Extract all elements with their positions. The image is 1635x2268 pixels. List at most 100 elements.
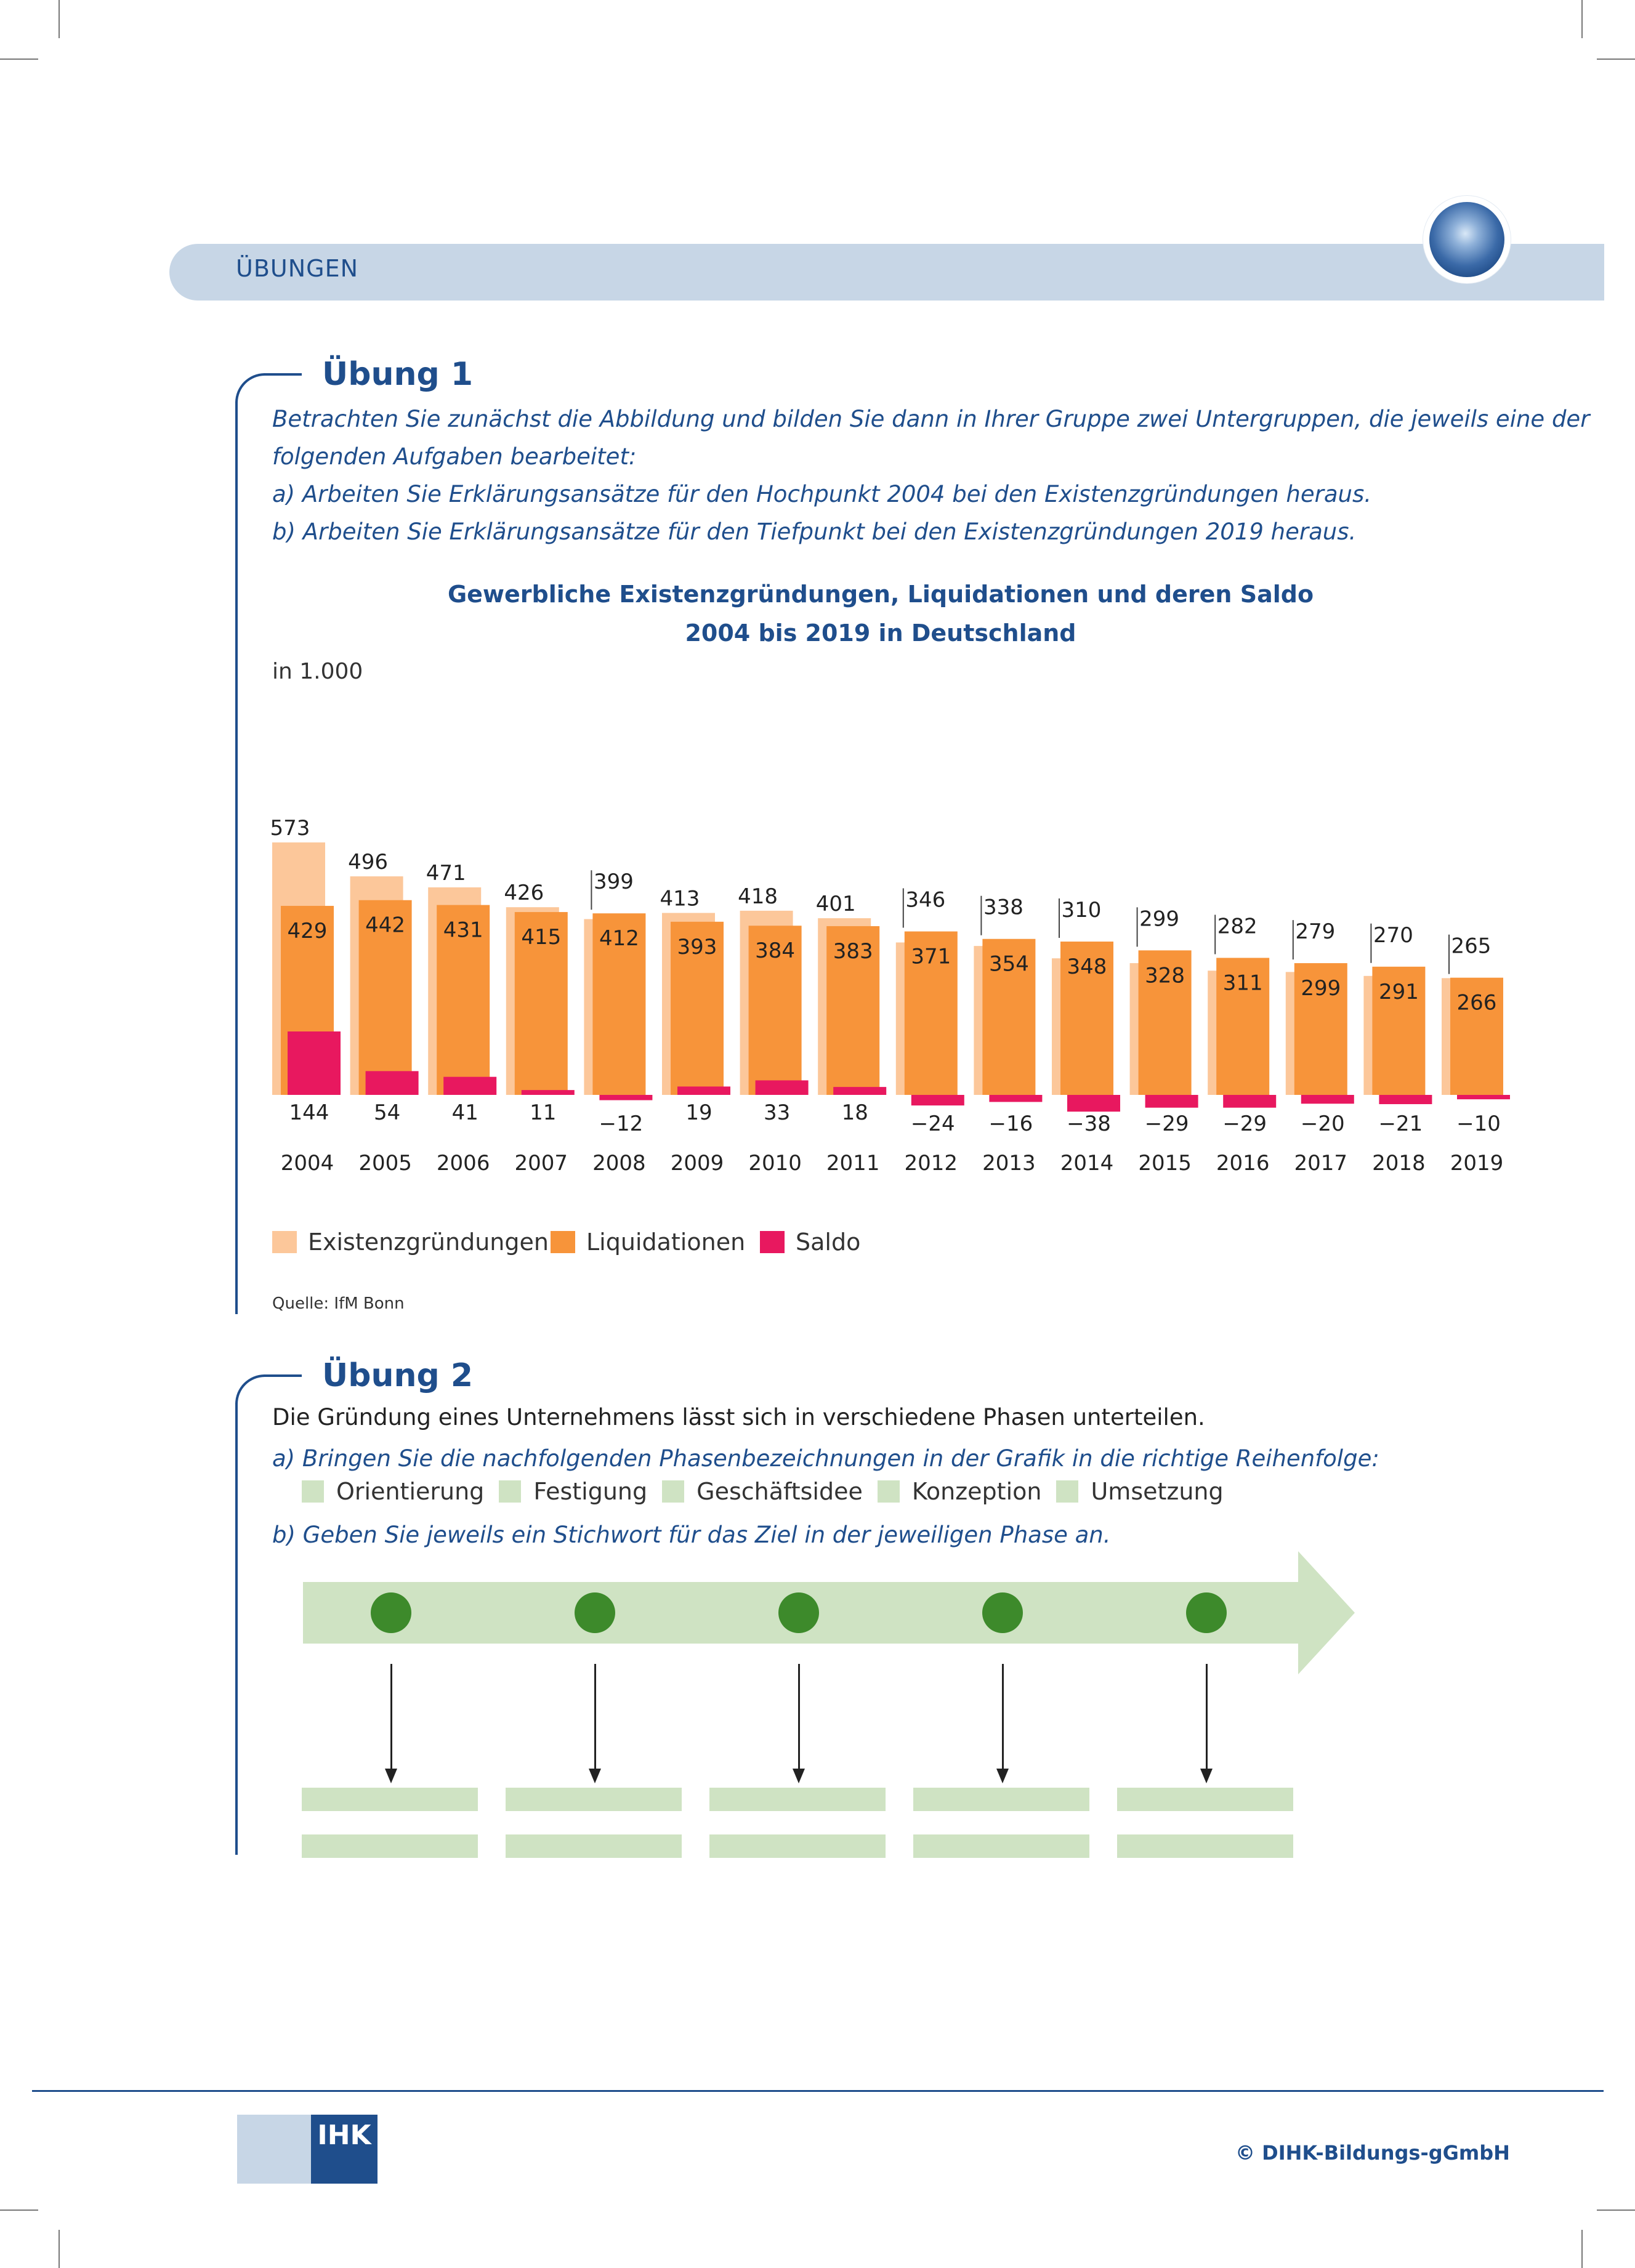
label-year: 2008 [592, 1151, 646, 1176]
bar-saldo [989, 1095, 1043, 1102]
exercise2-intro: Die Gründung eines Unternehmens lässt si… [272, 1404, 1205, 1431]
label-existenzgruendungen: 338 [983, 895, 1023, 920]
phase-label: Konzeption [911, 1478, 1042, 1505]
bar-saldo [599, 1095, 653, 1100]
label-saldo: −24 [911, 1112, 955, 1136]
answer-field-goal[interactable] [1117, 1834, 1293, 1858]
label-year: 2014 [1060, 1151, 1114, 1176]
phase-connector [1206, 1664, 1208, 1770]
phase-connector [1002, 1664, 1004, 1770]
bar-saldo [1145, 1095, 1198, 1108]
label-year: 2011 [826, 1151, 880, 1176]
phase-label: Geschäftsidee [696, 1478, 863, 1505]
bar-saldo [1301, 1095, 1354, 1104]
chart-unit-label: in 1.000 [272, 659, 363, 684]
arrow-down-icon [385, 1769, 397, 1783]
label-liquidationen: 348 [1067, 954, 1107, 979]
label-liquidationen: 291 [1379, 980, 1419, 1004]
crop-mark [1597, 2209, 1635, 2211]
phase-dot [575, 1592, 615, 1633]
exercise2-bracket [235, 1374, 265, 1404]
label-saldo: −21 [1379, 1112, 1423, 1136]
label-liquidationen: 412 [599, 926, 639, 951]
label-year: 2019 [1450, 1151, 1504, 1176]
label-saldo: −38 [1067, 1112, 1111, 1136]
answer-field-phase[interactable] [709, 1788, 886, 1811]
crop-mark [1581, 2230, 1583, 2268]
answer-field-phase[interactable] [1117, 1788, 1293, 1811]
bar-liquidationen [1216, 958, 1270, 1095]
label-year: 2012 [905, 1151, 958, 1176]
bar-liquidationen [671, 921, 724, 1095]
phase-arrow-head [1298, 1551, 1355, 1674]
label-year: 2009 [671, 1151, 724, 1176]
answer-field-goal[interactable] [913, 1834, 1089, 1858]
arrow-down-icon [1200, 1769, 1213, 1783]
bar-saldo [1457, 1095, 1510, 1100]
legend-swatch [272, 1231, 297, 1253]
phase-label: Orientierung [336, 1478, 485, 1505]
legend-label: Liquidationen [586, 1229, 746, 1256]
phase-connector [798, 1664, 800, 1770]
answer-field-goal[interactable] [709, 1834, 886, 1858]
label-liquidationen: 328 [1145, 963, 1185, 988]
label-liquidationen: 384 [755, 938, 795, 963]
bar-saldo [365, 1071, 419, 1095]
bar-liquidationen [592, 913, 646, 1095]
answer-field-goal[interactable] [506, 1834, 682, 1858]
label-saldo: 54 [374, 1100, 400, 1125]
label-liquidationen: 311 [1223, 971, 1263, 995]
arrow-down-icon [793, 1769, 805, 1783]
crop-mark [1597, 59, 1635, 60]
label-saldo: 144 [289, 1100, 329, 1125]
crop-mark [59, 2230, 60, 2268]
bar-saldo [1223, 1095, 1277, 1108]
arrow-down-icon [589, 1769, 601, 1783]
phase-swatch [499, 1480, 522, 1503]
label-year: 2013 [982, 1151, 1036, 1176]
crop-mark [59, 0, 60, 38]
label-saldo: 11 [530, 1100, 556, 1125]
label-year: 2006 [437, 1151, 490, 1176]
phase-swatch [1056, 1480, 1079, 1503]
instruction-line: Betrachten Sie zunächst die Abbildung un… [272, 406, 1590, 432]
bar-liquidationen [982, 938, 1036, 1095]
label-liquidationen: 371 [911, 945, 951, 969]
chart-title-line: Gewerbliche Existenzgründungen, Liquidat… [447, 581, 1314, 608]
bar-liquidationen [358, 900, 412, 1095]
bar-liquidationen [748, 926, 802, 1095]
copyright: © DIHK-Bildungs-gGmbH [1235, 2141, 1510, 2165]
label-saldo: 18 [842, 1100, 868, 1125]
exercise1-instructions: Betrachten Sie zunächst die Abbildung un… [272, 400, 1590, 551]
legend-item-existenzgruendungen: Existenzgründungen [272, 1229, 549, 1256]
instruction-line: b) Arbeiten Sie Erklärungsansätze für de… [272, 519, 1357, 545]
label-existenzgruendungen: 573 [270, 816, 310, 841]
bar-saldo [1379, 1095, 1432, 1105]
label-existenzgruendungen: 401 [816, 892, 856, 916]
phase-item: Festigung [499, 1478, 647, 1505]
logo-backdrop [237, 2115, 311, 2184]
label-saldo: 41 [452, 1100, 478, 1125]
label-saldo: −20 [1301, 1112, 1345, 1136]
label-year: 2017 [1294, 1151, 1348, 1176]
answer-field-phase[interactable] [506, 1788, 682, 1811]
answer-field-phase[interactable] [302, 1788, 478, 1811]
label-liquidationen: 383 [833, 939, 873, 964]
label-existenzgruendungen: 496 [348, 850, 388, 874]
arrow-down-icon [996, 1769, 1009, 1783]
phase-connector [594, 1664, 596, 1770]
phase-dot [778, 1592, 819, 1633]
label-liquidationen: 393 [677, 935, 717, 959]
answer-field-phase[interactable] [913, 1788, 1089, 1811]
label-year: 2004 [281, 1151, 334, 1176]
crop-mark [0, 2209, 38, 2211]
bar-liquidationen [1138, 950, 1192, 1095]
answer-field-goal[interactable] [302, 1834, 478, 1858]
phase-connector [390, 1664, 392, 1770]
phase-dot [982, 1592, 1023, 1633]
label-saldo: −12 [599, 1112, 644, 1136]
label-existenzgruendungen: 471 [426, 861, 466, 886]
label-year: 2010 [748, 1151, 802, 1176]
label-liquidationen: 431 [443, 918, 483, 943]
instruction-line: folgenden Aufgaben bearbeitet: [272, 443, 637, 470]
